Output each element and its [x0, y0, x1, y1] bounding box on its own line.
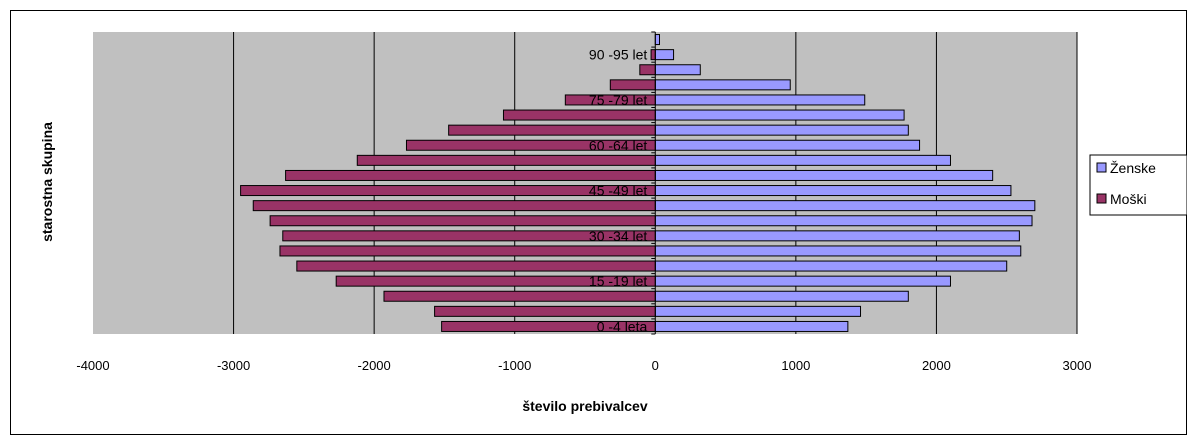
bar-female	[654, 124, 909, 136]
bar-female	[654, 49, 675, 61]
plot-area	[93, 32, 1077, 334]
bar-male	[448, 124, 656, 136]
x-axis	[651, 31, 656, 335]
bar-male	[639, 64, 656, 76]
x-tick-label: -3000	[217, 358, 250, 373]
legend-label-male: Moški	[1110, 191, 1147, 207]
x-axis-title: število prebivalcev	[522, 398, 648, 414]
bar-female	[654, 169, 994, 181]
x-tick-label: -4000	[76, 358, 109, 373]
bar-male	[502, 109, 656, 121]
category-label: 60 -64 let	[589, 137, 647, 153]
bar-male	[609, 79, 656, 91]
bar-female	[654, 34, 661, 46]
x-tick-label: -1000	[498, 358, 531, 373]
bar-female	[654, 260, 1008, 272]
bar-male	[383, 290, 656, 302]
category-label: 0 -4 leta	[597, 318, 648, 334]
bar-male	[356, 154, 656, 166]
bar-female	[654, 275, 951, 287]
bar-male	[269, 215, 656, 227]
bar-male	[434, 305, 656, 317]
bar-female	[654, 64, 701, 76]
x-tick-label: 2000	[922, 358, 951, 373]
bar-male	[650, 49, 656, 61]
x-tick-label: 1000	[781, 358, 810, 373]
bar-female	[654, 200, 1036, 212]
bar-female	[654, 230, 1020, 242]
bar-female	[654, 139, 921, 151]
bar-female	[654, 215, 1033, 227]
category-label: 45 -49 let	[589, 183, 647, 199]
legend-swatch-female	[1096, 162, 1107, 173]
bar-male	[252, 200, 656, 212]
category-label: 15 -19 let	[589, 273, 647, 289]
bar-female	[654, 245, 1022, 257]
x-tick-label: -2000	[358, 358, 391, 373]
bar-female	[654, 94, 866, 106]
bar-male	[296, 260, 656, 272]
legend-swatch-male	[1096, 193, 1107, 204]
category-label: 75 -79 let	[589, 92, 647, 108]
bar-male	[279, 245, 656, 257]
bar-female	[654, 79, 791, 91]
bar-female	[654, 185, 1012, 197]
y-axis-title: starostna skupina	[39, 122, 55, 242]
bar-female	[654, 320, 849, 332]
category-labels: 0 -4 leta 15 -19 let 30 -34 let 45 -49 let 6…	[589, 47, 648, 335]
x-tick-label: 0	[652, 358, 659, 373]
bar-female	[654, 290, 909, 302]
bar-male	[285, 169, 656, 181]
category-label: 30 -34 let	[589, 228, 647, 244]
bar-female	[654, 154, 951, 166]
legend-label-female: Ženske	[1110, 160, 1156, 176]
legend: Ženske Moški	[1089, 154, 1187, 216]
bar-female	[654, 305, 862, 317]
bar-female	[654, 109, 905, 121]
category-label: 90 -95 let	[589, 47, 647, 63]
x-tick-labels: -4000 -3000 -2000 -1000 0 1000 2000 3000	[76, 358, 1091, 373]
x-tick-label: 3000	[1063, 358, 1092, 373]
